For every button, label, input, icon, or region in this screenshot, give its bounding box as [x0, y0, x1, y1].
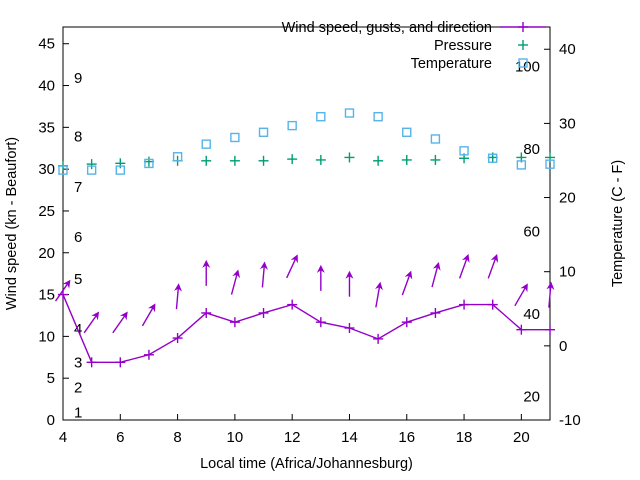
- marker-square: [488, 153, 498, 163]
- legend-sample-square: [518, 58, 528, 68]
- y2-axis-title: Temperature (C - F): [610, 160, 626, 287]
- x-tick-label: 4: [59, 429, 67, 446]
- y2-tick-label: 10: [559, 264, 576, 281]
- y-tick-label: 35: [38, 119, 55, 136]
- y2-tick-label: 40: [559, 41, 576, 58]
- marker-square: [115, 165, 125, 175]
- beaufort-label-5: 5: [74, 271, 82, 288]
- wind-direction-arrow: [401, 270, 413, 296]
- y2-tick-label: -10: [559, 412, 581, 429]
- marker-square: [144, 158, 154, 169]
- wind-direction-arrow: [259, 261, 268, 288]
- beaufort-label-7: 7: [74, 179, 82, 196]
- x-tick-label: 8: [173, 429, 181, 446]
- wind-direction-arrow: [83, 311, 100, 334]
- y-tick-label: 45: [38, 36, 55, 53]
- beaufort-label-6: 6: [74, 229, 82, 246]
- plot-border: [62, 26, 551, 421]
- wind-direction-arrow: [514, 283, 528, 307]
- marker-square: [373, 112, 383, 122]
- marker-square: [201, 139, 211, 149]
- wind-direction-arrow: [458, 253, 470, 279]
- x-tick-label: 10: [227, 429, 244, 446]
- marker-square: [230, 132, 240, 143]
- marker-square: [516, 160, 527, 170]
- marker-square: [287, 120, 297, 131]
- x-tick-label: 20: [513, 429, 530, 446]
- y2-tick-label: 20: [559, 190, 576, 207]
- wind-direction-arrow: [431, 261, 441, 288]
- marker-square: [430, 134, 441, 144]
- marker-square: [58, 165, 68, 175]
- marker-square: [86, 165, 97, 175]
- x-tick-label: 6: [116, 429, 124, 446]
- fahrenheit-label-20: 20: [523, 388, 540, 405]
- x-tick-label: 14: [341, 429, 358, 446]
- legend-label-2: Temperature: [411, 56, 492, 72]
- wind-direction-arrow: [141, 303, 156, 327]
- wind-direction-arrow: [174, 283, 183, 310]
- marker-square: [172, 152, 183, 162]
- fahrenheit-label-40: 40: [523, 306, 540, 323]
- beaufort-label-1: 1: [74, 405, 82, 422]
- y-tick-label: 0: [47, 412, 55, 429]
- beaufort-label-8: 8: [74, 129, 82, 146]
- beaufort-label-3: 3: [74, 354, 82, 371]
- wind-direction-arrow: [112, 311, 128, 334]
- wind-direction-arrow: [375, 281, 383, 308]
- marker-square: [459, 146, 469, 156]
- marker-square: [402, 127, 412, 137]
- beaufort-label-2: 2: [74, 380, 82, 397]
- fahrenheit-label-80: 80: [523, 141, 540, 158]
- wind-direction-arrow: [345, 270, 354, 297]
- marker-square: [258, 127, 269, 137]
- wind-direction-arrow: [54, 279, 71, 302]
- wind-direction-arrow: [316, 264, 325, 291]
- fahrenheit-label-60: 60: [523, 224, 540, 241]
- x-tick-label: 12: [284, 429, 301, 446]
- y-tick-label: 5: [47, 370, 55, 387]
- marker-square: [344, 108, 355, 118]
- wind-direction-arrow: [202, 259, 211, 286]
- x-tick-label: 16: [398, 429, 415, 446]
- y-tick-label: 10: [38, 328, 55, 345]
- y-axis-title: Wind speed (kn - Beaufort): [4, 137, 20, 310]
- y-tick-label: 30: [38, 161, 55, 178]
- wind-direction-arrow: [286, 254, 298, 279]
- x-tick-label: 18: [456, 429, 473, 446]
- legend-label-0: Wind speed, gusts, and direction: [282, 20, 492, 36]
- wind-direction-arrow: [230, 269, 241, 295]
- legend-label-1: Pressure: [434, 38, 492, 54]
- marker-square: [545, 159, 555, 169]
- x-axis-title: Local time (Africa/Johannesburg): [200, 456, 413, 472]
- series-line-wind-speed: [62, 294, 550, 364]
- y-tick-label: 25: [38, 203, 55, 220]
- y2-tick-label: 0: [559, 338, 567, 355]
- y-tick-label: 40: [38, 78, 55, 95]
- wind-direction-arrow: [546, 281, 555, 308]
- y-tick-label: 20: [38, 245, 55, 262]
- wind-direction-arrow: [487, 253, 499, 279]
- y2-tick-label: 30: [559, 115, 576, 132]
- marker-square: [316, 112, 326, 122]
- beaufort-label-9: 9: [74, 70, 82, 87]
- y-tick-label: 15: [38, 287, 55, 304]
